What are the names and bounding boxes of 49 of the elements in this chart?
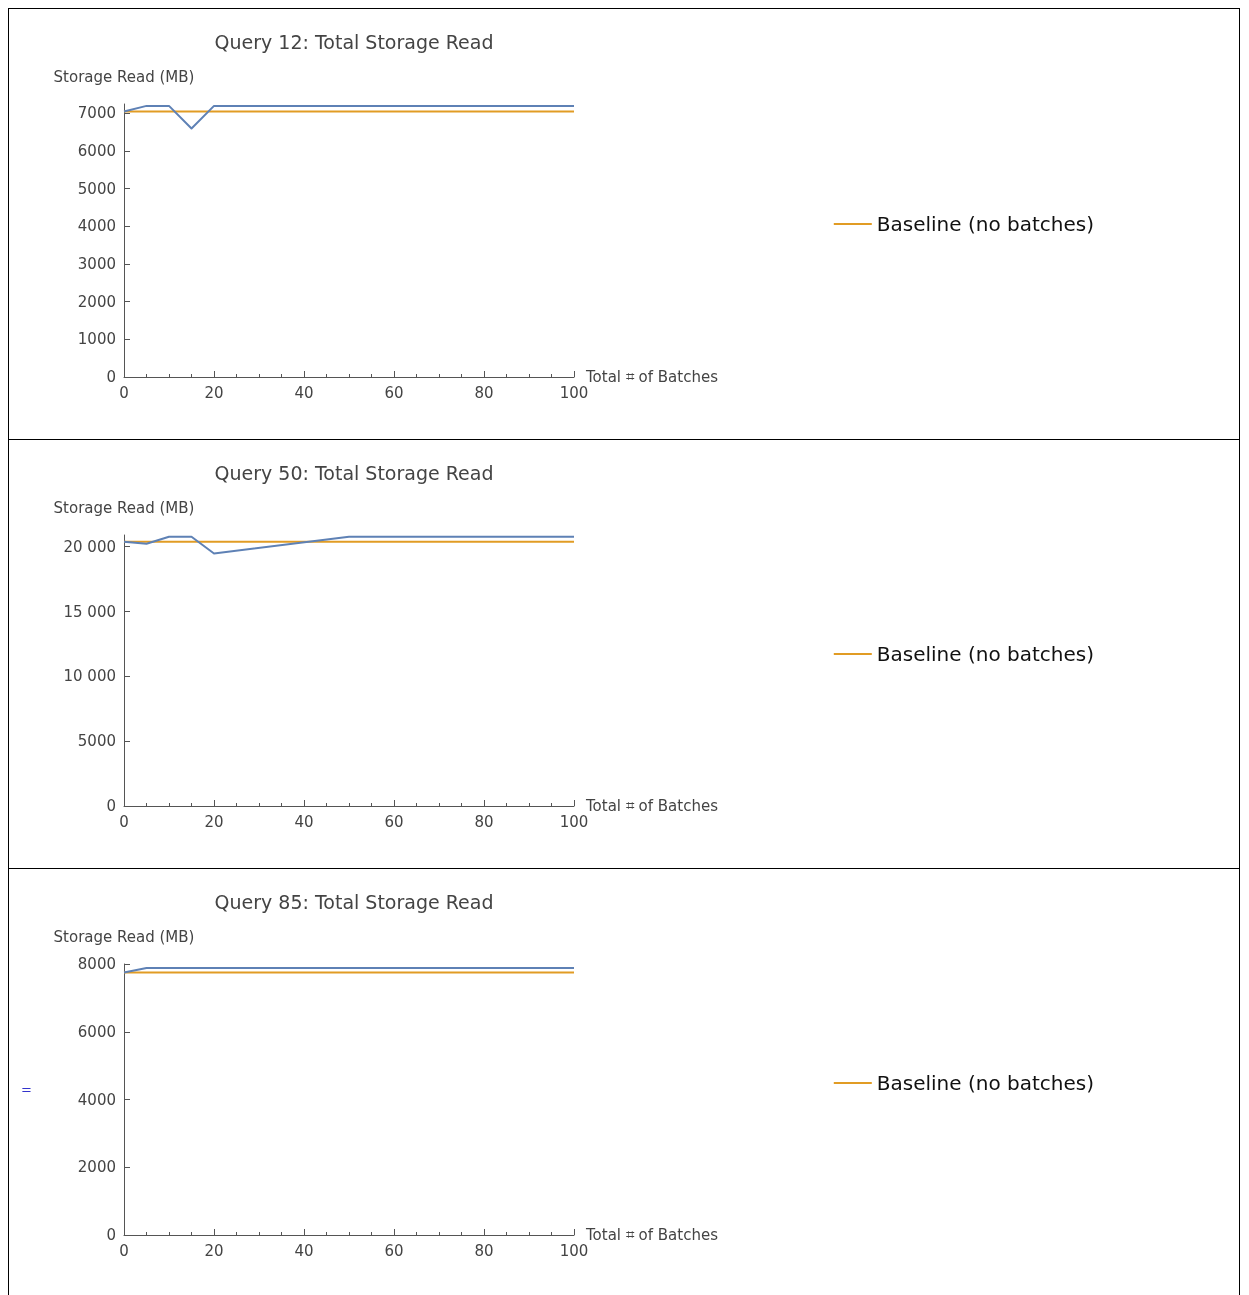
y-tick-label: 0 [106, 368, 116, 386]
chart-title: Query 50: Total Storage Read [214, 461, 494, 484]
x-tick-label: 0 [119, 383, 129, 402]
x-tick-label: 40 [294, 1241, 314, 1260]
x-axis-title: Total ⌗ of Batches [585, 797, 719, 815]
y-tick-label: 1000 [77, 330, 116, 349]
x-tick-label: 60 [384, 383, 404, 402]
legend-label: Baseline (no batches) [876, 1071, 1094, 1095]
y-tick-label: 2000 [77, 292, 116, 311]
y-tick-label: 7000 [77, 104, 116, 123]
x-tick-label: 100 [559, 1241, 589, 1260]
y-tick-label: 5000 [77, 179, 116, 198]
y-tick-label: 3000 [77, 255, 116, 274]
chart-title: Query 85: Total Storage Read [214, 890, 494, 913]
chart-title: Query 12: Total Storage Read [214, 30, 494, 53]
x-tick-label: 80 [474, 812, 494, 831]
x-tick-label: 100 [559, 812, 589, 831]
x-tick-label: 0 [119, 812, 129, 831]
legend-label: Baseline (no batches) [876, 642, 1094, 666]
x-tick-label: 20 [204, 812, 224, 831]
x-axis-title: Total ⌗ of Batches [585, 368, 719, 386]
y-tick-label: 6000 [77, 1022, 116, 1041]
y-tick-label: 20 000 [63, 537, 116, 556]
y-tick-label: 15 000 [63, 602, 116, 621]
y-tick-label: 4000 [77, 1090, 116, 1109]
y-axis-title: Storage Read (MB) [53, 498, 195, 517]
legend-label: Baseline (no batches) [876, 212, 1094, 236]
x-tick-label: 80 [474, 1241, 494, 1260]
x-tick-label: 100 [559, 383, 589, 402]
x-tick-label: 40 [294, 383, 314, 402]
y-tick-label: 6000 [77, 142, 116, 161]
y-axis-title: Storage Read (MB) [53, 927, 195, 946]
x-axis-title: Total ⌗ of Batches [585, 1226, 719, 1244]
y-tick-label: 4000 [77, 217, 116, 236]
y-tick-label: 0 [106, 1226, 116, 1244]
x-tick-label: 60 [384, 812, 404, 831]
y-tick-label: 2000 [77, 1158, 116, 1177]
x-tick-label: 20 [204, 1241, 224, 1260]
y-tick-label: 0 [106, 797, 116, 815]
y-tick-label: 8000 [77, 955, 116, 973]
y-axis-title: Storage Read (MB) [53, 67, 195, 86]
x-tick-label: 20 [204, 383, 224, 402]
y-tick-label: 10 000 [63, 667, 116, 686]
x-tick-label: 80 [474, 383, 494, 402]
x-tick-label: 60 [384, 1241, 404, 1260]
y-tick-label: 5000 [77, 732, 116, 751]
x-tick-label: 0 [119, 1241, 129, 1260]
x-tick-label: 40 [294, 812, 314, 831]
text: = [21, 1082, 32, 1097]
